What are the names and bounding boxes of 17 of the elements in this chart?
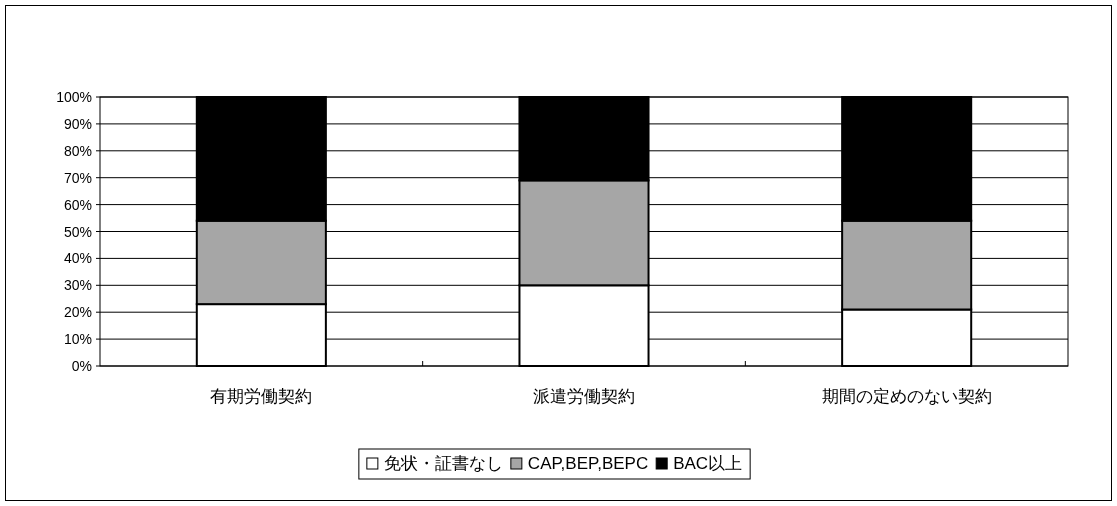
y-tick-label: 10% (63, 331, 92, 348)
x-tick-label: 有期労働契約 (210, 387, 313, 406)
y-tick-label: 50% (63, 223, 92, 240)
y-tick-label: 80% (63, 142, 92, 159)
y-tick-label: 40% (63, 250, 92, 267)
y-tick-label: 60% (63, 196, 92, 213)
legend-label: 免状・証書なし (383, 454, 503, 473)
legend-label: CAP,BEP,BEPC (527, 454, 649, 473)
y-tick-label: 70% (63, 169, 92, 186)
y-tick-label: 30% (63, 277, 92, 294)
x-tick-label: 派遣労働契約 (533, 387, 635, 406)
y-tick-label: 90% (63, 115, 92, 132)
x-tick-label: 期間の定めのない契約 (821, 387, 992, 406)
legend-label: BAC以上 (673, 454, 743, 473)
y-tick-label: 100% (56, 89, 92, 105)
y-tick-label: 20% (63, 304, 92, 321)
y-tick-label: 0% (71, 358, 92, 374)
